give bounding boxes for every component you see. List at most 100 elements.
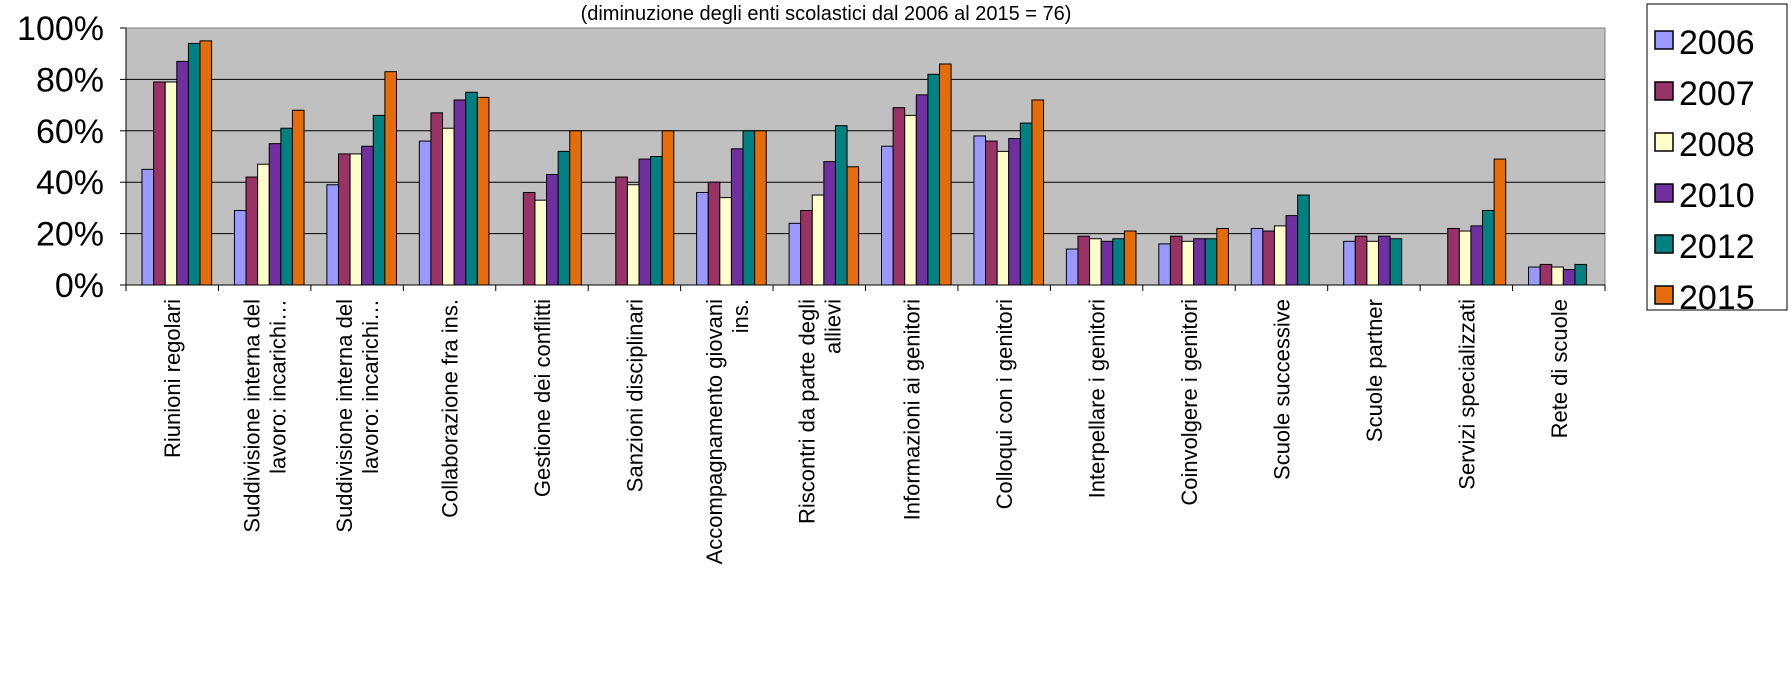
bar-2010 [1100,240,1114,286]
legend-swatch-2012 [1654,234,1674,254]
legend-swatch-2006 [1654,30,1674,50]
bar-2007 [430,112,444,286]
bar-2006 [1250,227,1264,286]
bar-2012 [834,125,848,286]
legend-label-2012: 2012 [1679,228,1755,266]
category-label: Riscontri da parte degliallievi [794,299,845,524]
bar-2010 [1285,215,1299,286]
category-label: Gestione dei conflitti [530,299,555,497]
bar-2010 [638,158,652,286]
bar-2007 [1077,235,1091,286]
bar-2010 [1377,235,1391,286]
bar-2007 [1539,263,1553,286]
category-label: Coinvolgere i genitori [1177,299,1202,506]
y-axis: 0% 20% 40% 60% 80% 100% [17,10,127,305]
bar-2012 [280,127,293,286]
bar-2006 [1343,240,1356,286]
legend-label-2008: 2008 [1679,126,1755,164]
bar-2015 [384,71,397,286]
y-tick-label: 100% [17,10,104,48]
legend-label-2006: 2006 [1679,24,1755,62]
bar-2015 [754,130,767,286]
bar-2008 [1458,230,1472,286]
bar-2007 [800,209,813,286]
bar-2008 [349,153,363,286]
y-tick-label: 0% [55,267,104,305]
bar-2012 [465,91,478,286]
category-label: Sanzioni disciplinari [622,299,647,492]
bar-2007 [1262,230,1275,286]
category-label: Interpellare i genitori [1085,299,1110,498]
bar-2015 [199,40,213,286]
bar-2006 [1528,266,1541,286]
bar-2012 [1019,122,1033,286]
bar-2015 [1031,99,1045,286]
bar-2012 [927,73,941,286]
bar-2008 [442,127,455,286]
bars [141,40,1588,286]
bar-2010 [176,60,189,286]
bar-2015 [476,96,490,286]
bar-2006 [233,209,247,286]
bar-2006 [326,184,339,286]
bar-2010 [915,94,929,286]
bar-2006 [418,140,432,286]
category-label: Accompagnamento giovaniins. [702,299,753,564]
category-label: Informazioni ai genitori [900,299,925,520]
legend-swatch-2008 [1654,132,1674,152]
legend: 2006 2007 2008 2010 2012 2015 [1646,3,1788,317]
category-label: Rete di scuole [1547,299,1572,438]
category-label: Servizi specializzati [1454,299,1479,490]
legend-swatch-2010 [1654,183,1674,203]
y-tick-label: 60% [36,113,104,151]
bar-2008 [1551,266,1564,286]
legend-label-2007: 2007 [1679,75,1755,113]
bar-2012 [372,114,386,286]
bar-2008 [1366,240,1379,286]
category-label: Colloqui con i genitori [992,299,1017,509]
bar-2006 [973,135,987,286]
bar-2010 [1562,269,1576,286]
bar-2012 [1574,263,1588,286]
bar-2007 [1354,235,1368,286]
bar-2010 [268,143,282,286]
legend-label-2010: 2010 [1679,177,1755,215]
category-label: Collaborazione fra ins. [438,299,463,518]
bar-2012 [1297,194,1310,286]
y-tick-label: 20% [36,216,104,254]
y-tick-label: 40% [36,164,104,202]
bar-2015 [939,63,952,286]
bar-2006 [141,168,155,286]
bar-2006 [696,191,709,286]
bar-2012 [650,156,663,286]
bar-2010 [730,148,744,286]
bar-2010 [546,173,559,286]
bar-2008 [719,197,732,286]
bar-2015 [569,130,582,286]
bar-2006 [1158,243,1171,286]
bar-2007 [1169,235,1183,286]
bar-2008 [164,81,178,286]
bar-2008 [996,150,1010,286]
bar-2006 [788,222,802,286]
bar-2015 [1493,158,1507,286]
category-label: Suddivisione interna dellavoro: incarich… [240,299,291,533]
bar-2007 [985,140,998,286]
bar-2012 [187,42,201,286]
bar-2015 [291,109,305,286]
bar-2015 [661,130,675,286]
legend-label-2015: 2015 [1679,279,1755,317]
bar-2012 [1482,209,1495,286]
bar-2006 [881,145,894,286]
bar-2008 [1089,238,1102,286]
bar-2010 [361,145,374,286]
chart-subtitle: (diminuzione degli enti scolastici dal 2… [581,3,1072,25]
bar-2010 [1008,138,1021,286]
bar-2007 [892,107,906,286]
bar-2008 [626,184,640,286]
bar-2012 [742,130,756,286]
bar-2007 [615,176,628,286]
bar-2008 [811,194,825,286]
bar-2008 [534,199,548,286]
